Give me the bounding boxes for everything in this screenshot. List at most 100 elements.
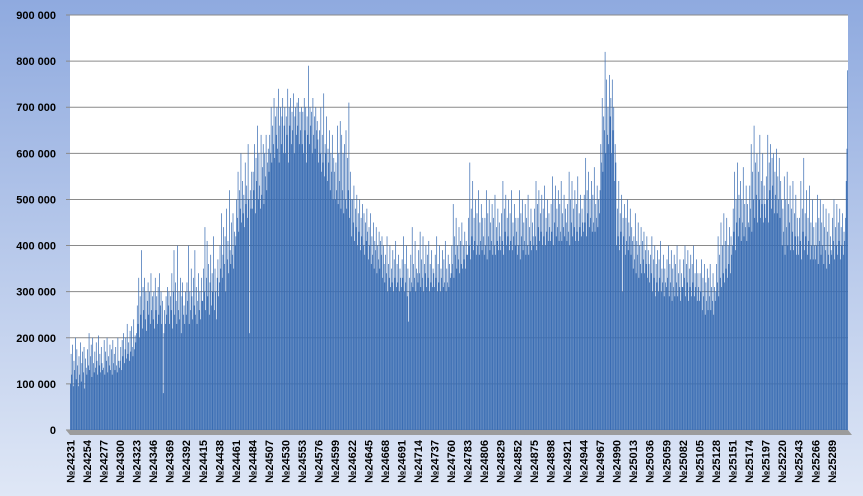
bar: [286, 134, 288, 430]
bar: [356, 194, 358, 430]
bar: [539, 240, 540, 430]
bar: [479, 222, 481, 430]
bar: [501, 240, 503, 430]
x-tick-label: №24737: [430, 440, 442, 483]
bar: [358, 231, 360, 430]
bar: [732, 208, 734, 430]
bar: [541, 194, 543, 430]
bar: [182, 314, 184, 430]
bar: [186, 282, 188, 430]
bar: [77, 365, 78, 430]
bar: [213, 236, 214, 430]
bar: [305, 107, 307, 430]
bar: [832, 240, 834, 430]
bar: [731, 254, 733, 430]
bar: [745, 227, 746, 430]
bar: [416, 268, 417, 430]
bar: [245, 204, 247, 430]
bar: [262, 167, 263, 430]
bar: [456, 268, 458, 430]
bar: [629, 208, 631, 430]
bar: [92, 337, 94, 430]
bar: [189, 291, 191, 430]
bar: [238, 231, 240, 430]
bar: [840, 259, 841, 430]
bar: [545, 217, 547, 430]
bar: [352, 199, 353, 430]
bar: [750, 144, 752, 430]
bar: [405, 282, 407, 430]
bar: [137, 323, 139, 430]
bar: [809, 259, 811, 430]
bar: [109, 344, 111, 430]
bar: [147, 300, 148, 430]
bar: [623, 236, 625, 430]
bar: [776, 148, 777, 430]
bar: [538, 190, 540, 430]
bar: [777, 176, 779, 430]
bar: [84, 388, 86, 430]
bar: [844, 240, 846, 430]
y-tick-label: 800 000: [16, 56, 56, 68]
bar: [461, 222, 463, 430]
bar: [845, 217, 846, 430]
bar: [390, 268, 392, 430]
bar: [236, 217, 238, 430]
bar: [361, 236, 363, 430]
bar: [635, 273, 637, 430]
bar: [224, 264, 225, 430]
bar: [760, 217, 761, 430]
bar: [565, 222, 567, 430]
bar: [729, 273, 731, 430]
bar: [837, 254, 838, 430]
bar: [699, 300, 700, 430]
bar: [519, 259, 521, 430]
bar: [794, 213, 795, 430]
bar: [768, 162, 770, 431]
y-tick-label: 200 000: [16, 333, 56, 345]
bar: [110, 370, 112, 430]
bar: [609, 116, 611, 430]
bar: [812, 259, 814, 430]
bar: [843, 231, 845, 430]
bar: [411, 227, 413, 430]
bar: [404, 264, 406, 430]
bar: [488, 199, 490, 430]
x-tick-label: №25013: [628, 440, 640, 483]
bar: [447, 282, 448, 430]
bar: [195, 287, 197, 430]
bar: [93, 372, 95, 430]
bar: [661, 268, 663, 430]
bar: [833, 199, 835, 430]
bar: [678, 273, 679, 430]
bar: [355, 208, 356, 430]
bar: [117, 337, 119, 430]
bar: [388, 264, 389, 430]
bar: [658, 259, 660, 430]
bar: [494, 194, 496, 430]
bar: [224, 236, 226, 430]
bar: [221, 213, 222, 430]
bar: [365, 222, 366, 430]
bar: [801, 259, 802, 430]
bar: [836, 204, 838, 430]
bar: [578, 240, 579, 430]
bar: [755, 194, 757, 430]
bar: [105, 351, 106, 430]
bar: [806, 254, 808, 430]
bar: [222, 254, 224, 430]
bar: [558, 240, 560, 430]
bar: [500, 250, 502, 430]
bar: [136, 305, 138, 430]
bar: [293, 93, 294, 430]
bar: [80, 342, 81, 430]
bar: [363, 213, 365, 430]
bar: [218, 282, 220, 430]
bar: [193, 277, 194, 430]
bar: [678, 287, 680, 430]
bar: [830, 236, 831, 430]
bar: [604, 130, 605, 430]
bar: [116, 365, 117, 430]
bar: [376, 273, 378, 430]
x-tick-label: №24438: [214, 440, 226, 483]
